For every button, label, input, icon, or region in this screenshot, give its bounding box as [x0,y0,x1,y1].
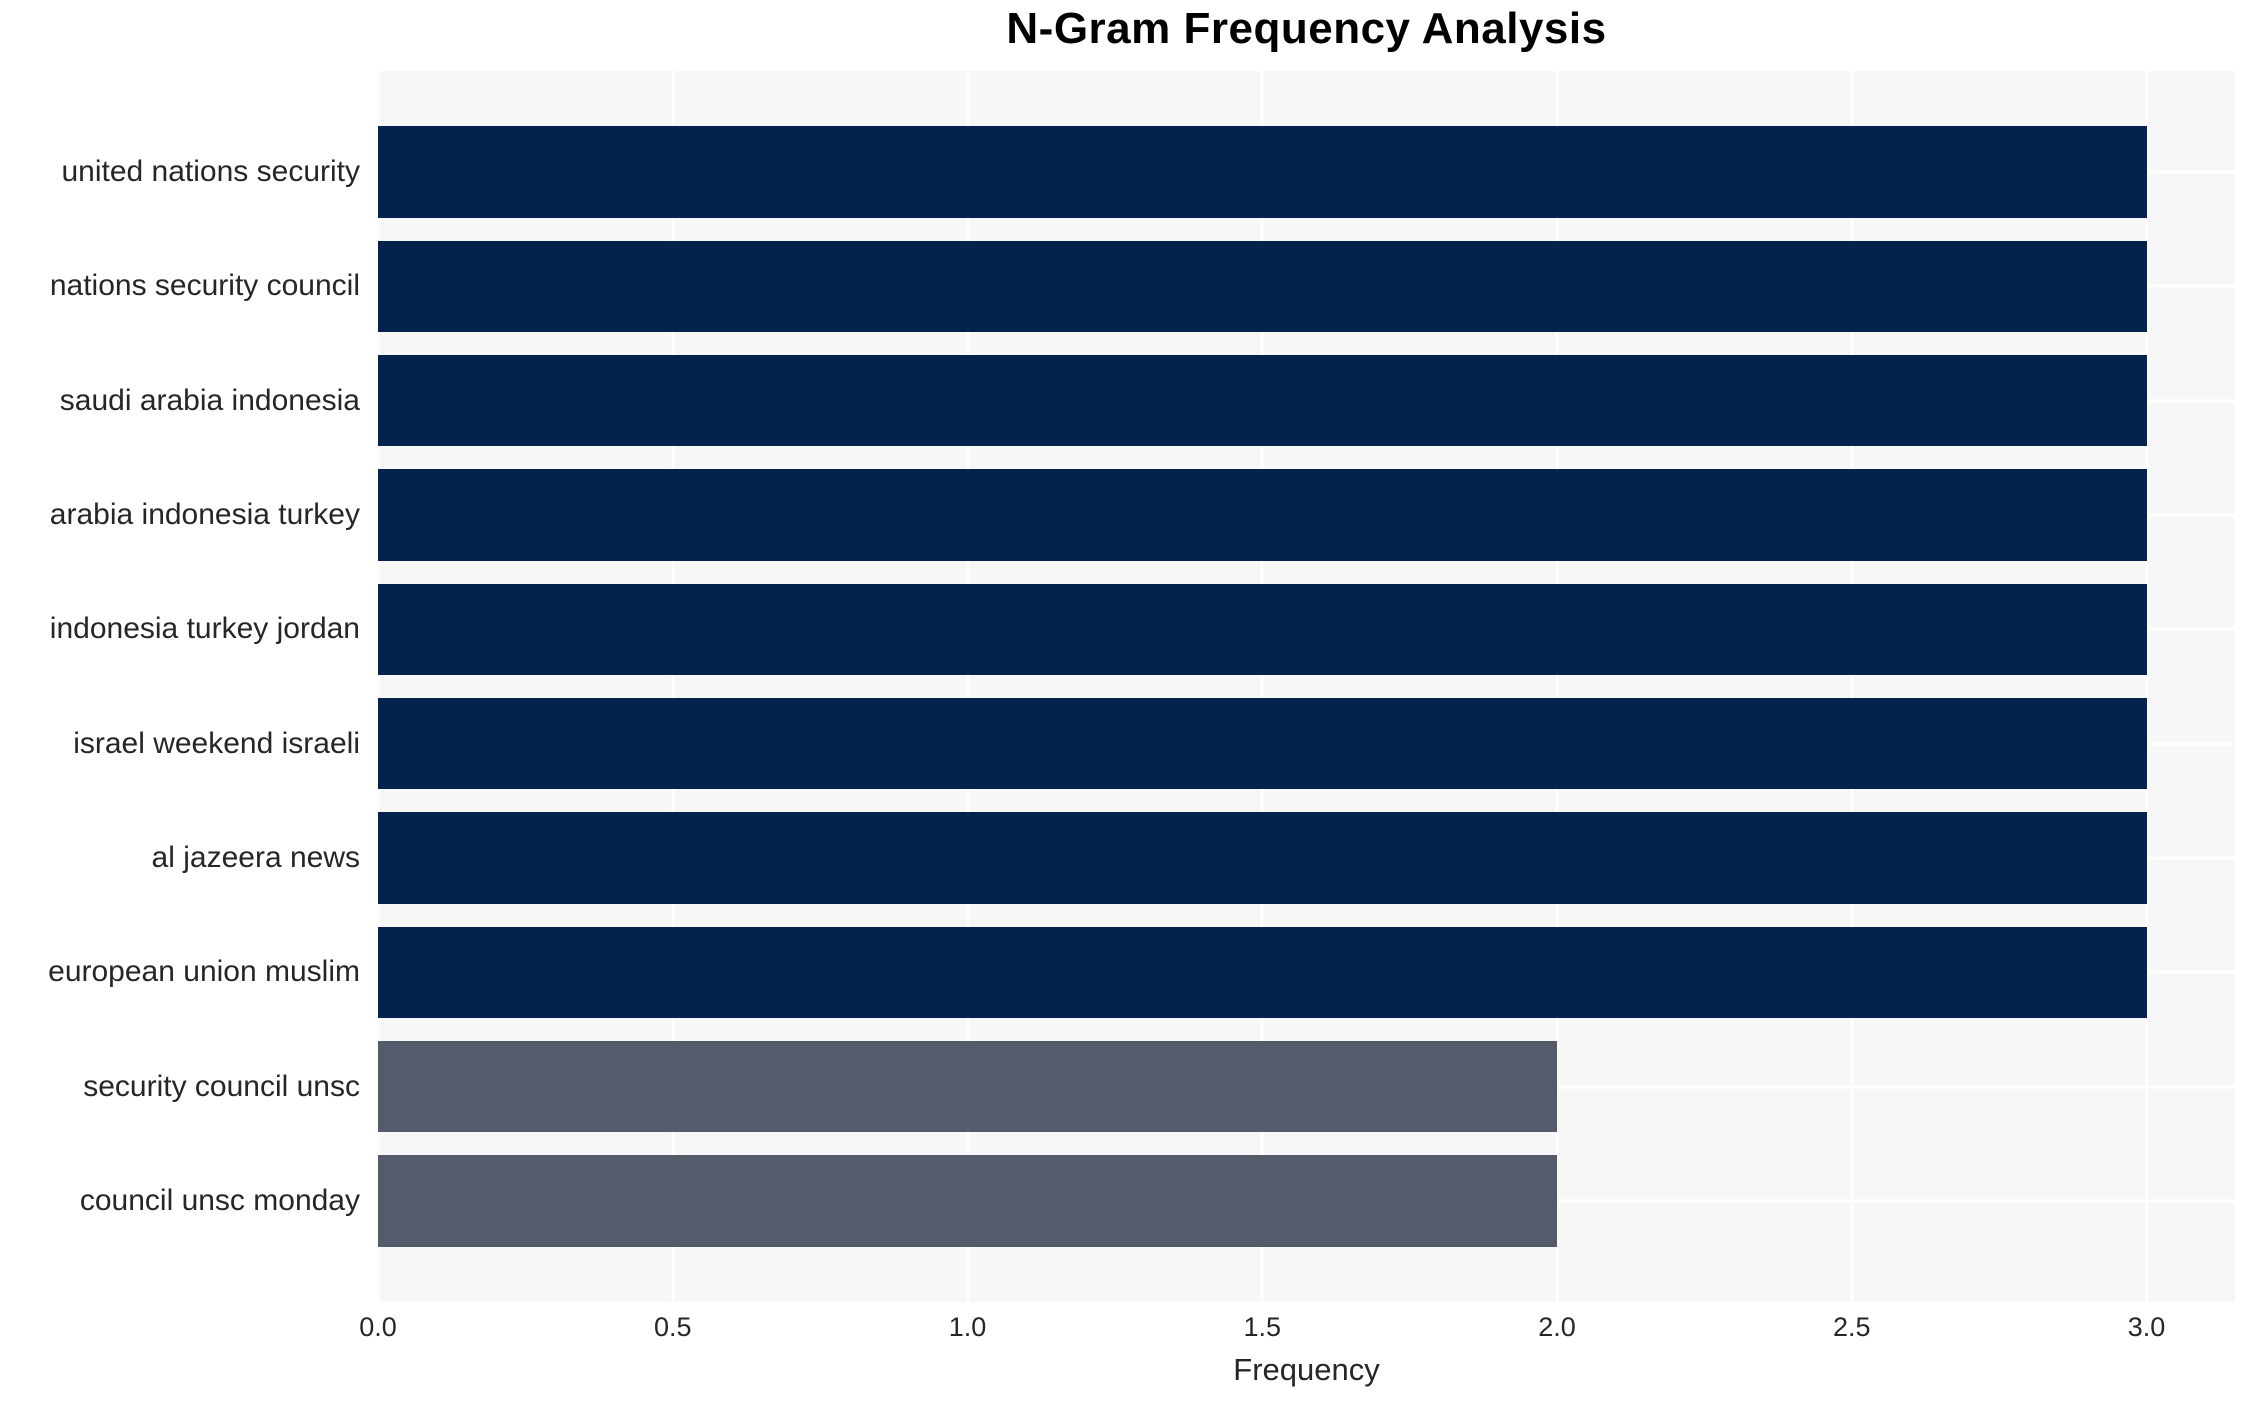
x-tick-label: 2.0 [1538,1312,1576,1342]
bar-row [378,229,2235,343]
x-tick-label: 3.0 [2127,1312,2166,1342]
x-tick-label: 2.5 [1833,1312,1871,1342]
gridline-vertical [1850,71,1854,1302]
bar-row [378,458,2235,572]
y-tick-label: european union muslim [48,955,360,989]
bar [378,583,2147,676]
bar [378,1155,1558,1247]
y-tick-label: israel weekend israeli [73,726,360,760]
bar [378,812,2147,904]
gridline-vertical [376,71,380,1302]
y-tick-label: nations security council [49,269,360,303]
y-axis-labels: united nations security nations security … [0,71,360,1302]
y-tick-label: arabia indonesia turkey [49,498,360,532]
y-tick-label: council unsc monday [79,1183,360,1217]
gridline-vertical [1260,71,1264,1302]
x-axis-label: Frequency [1233,1352,1380,1387]
bar-row [378,686,2235,800]
plot-area [376,71,2235,1302]
bar-row [378,915,2235,1029]
bar [378,697,2147,790]
gridline-vertical [966,71,970,1302]
bar-row [378,572,2235,686]
bar [378,1040,1558,1133]
bar [378,240,2147,333]
chart-title: N-Gram Frequency Analysis [1006,4,1607,53]
bar [378,469,2147,561]
gridline-vertical [2145,71,2149,1302]
bar [378,126,2147,218]
bar [378,355,2147,447]
bar-rows [378,71,2235,1302]
bar-row [378,1144,2235,1258]
x-axis-ticks: 0.0 0.5 1.0 1.5 2.0 2.5 3.0 [359,1312,2235,1346]
y-tick-label: saudi arabia indonesia [59,383,360,417]
bar [378,926,2147,1018]
x-tick-label: 1.5 [1243,1312,1282,1342]
gridline-vertical [671,71,675,1302]
y-tick-label: al jazeera news [151,840,360,874]
bar-row [378,115,2235,229]
x-tick-label: 0.0 [359,1312,397,1342]
gridline-vertical [1555,71,1559,1302]
x-tick-label: 1.0 [948,1312,987,1342]
bar-row [378,801,2235,915]
bar-row [378,1029,2235,1143]
y-tick-label: security council unsc [83,1069,360,1103]
x-tick-label: 0.5 [653,1312,692,1342]
y-tick-label: indonesia turkey jordan [49,612,360,646]
y-tick-label: united nations security [61,155,360,189]
bar-row [378,344,2235,458]
